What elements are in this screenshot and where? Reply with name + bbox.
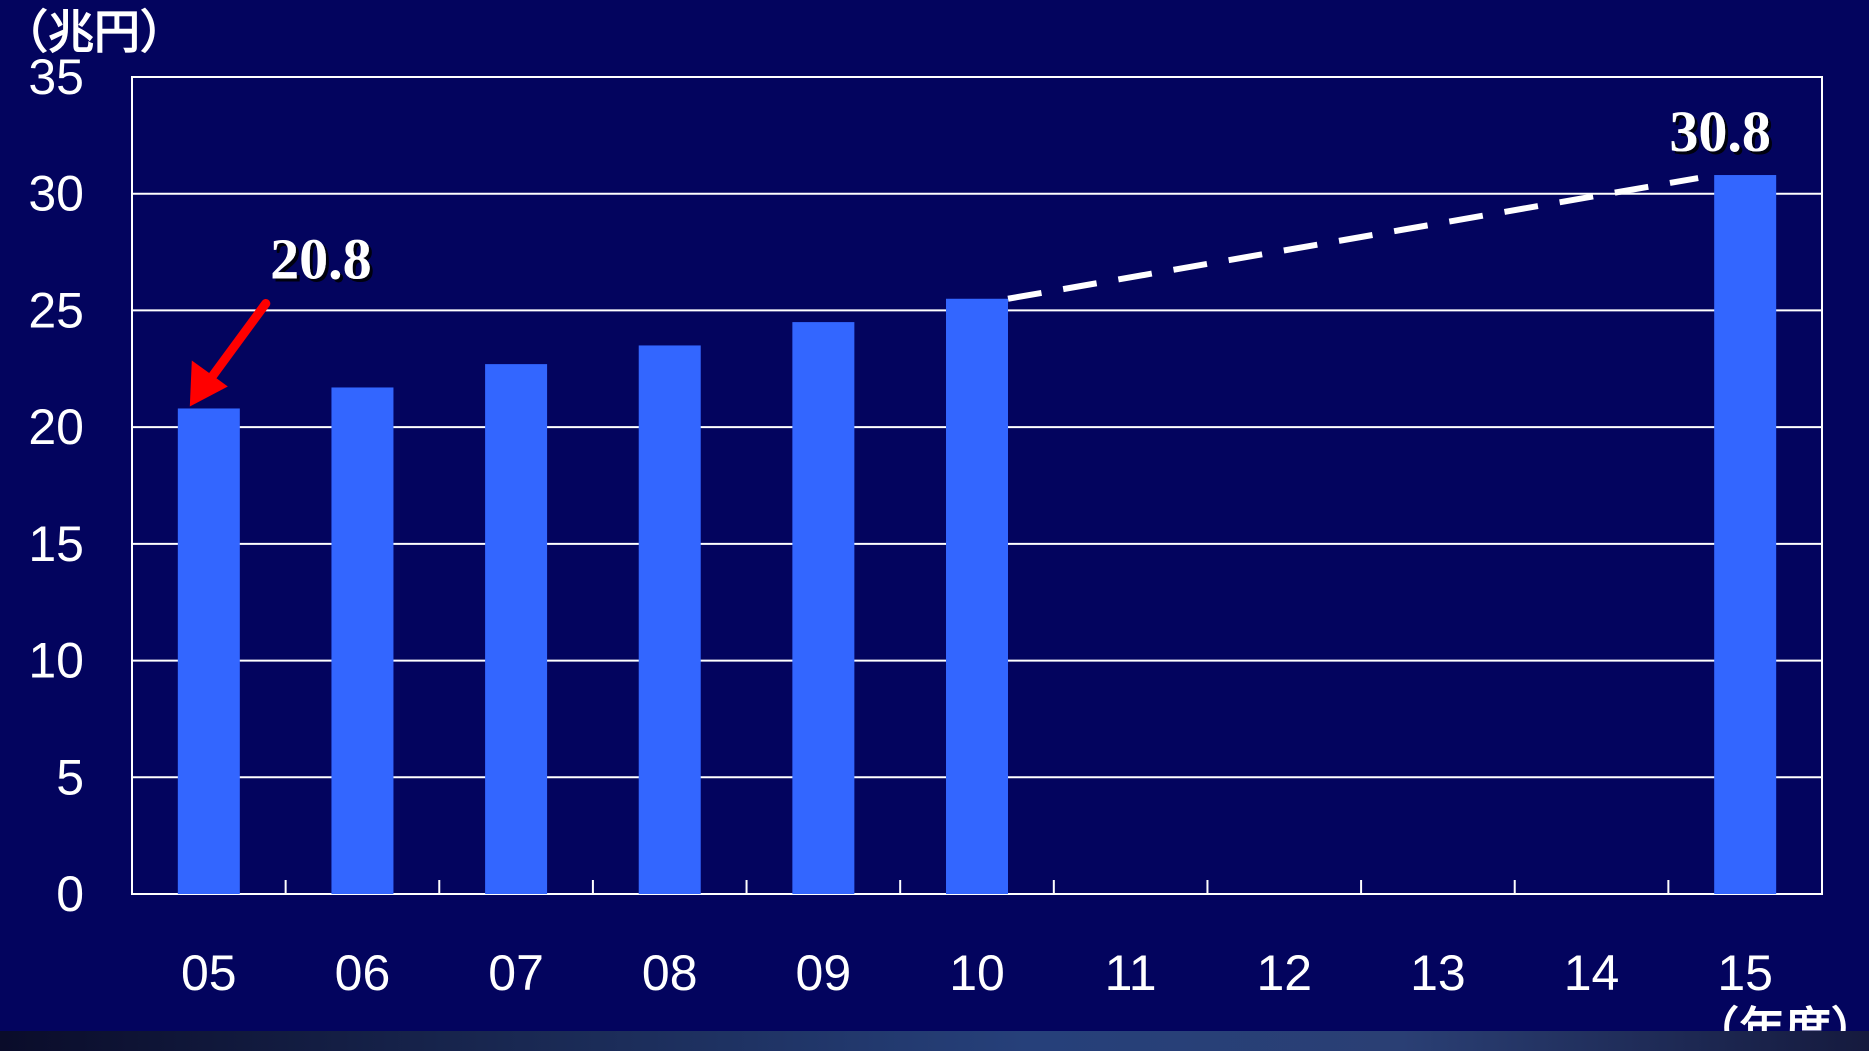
bar-07 — [485, 364, 548, 894]
bar-05 — [177, 408, 240, 894]
y-tick-label: 25 — [28, 282, 84, 338]
x-tick-label: 13 — [1410, 945, 1466, 1001]
x-tick-label: 05 — [181, 945, 237, 1001]
x-tick-label: 06 — [335, 945, 391, 1001]
callout-arrow-shaft — [203, 298, 271, 387]
bar-06 — [331, 387, 394, 894]
callout-arrow-head — [189, 360, 228, 407]
y-tick-label: 20 — [28, 399, 84, 455]
bar-08 — [638, 345, 701, 894]
x-tick-label: 15 — [1717, 945, 1773, 1001]
x-tick-label: 14 — [1564, 945, 1620, 1001]
annotations: 20.8 30.8 — [189, 99, 1771, 407]
y-tick-label: 0 — [56, 866, 84, 922]
x-tick-label: 11 — [1105, 945, 1157, 1001]
data-label-15: 30.8 — [1669, 99, 1771, 164]
y-axis-tick-labels: 0 5 10 15 20 25 30 35 — [28, 49, 84, 922]
y-tick-label: 30 — [28, 166, 84, 222]
x-tick-label: 08 — [642, 945, 698, 1001]
y-axis-unit-label: （兆円） — [2, 5, 186, 59]
x-tick-label: 10 — [949, 945, 1005, 1001]
trend-line — [1007, 175, 1699, 302]
y-tick-label: 15 — [28, 516, 84, 572]
x-axis-ticks: 05 06 07 08 09 10 11 12 13 14 15 — [181, 880, 1773, 1001]
bars — [177, 175, 1777, 895]
x-tick-label: 09 — [796, 945, 852, 1001]
y-tick-label: 5 — [56, 749, 84, 805]
data-label-05: 20.8 — [270, 226, 372, 291]
x-tick-label: 12 — [1256, 945, 1312, 1001]
slide-bottom-strip — [0, 1031, 1869, 1051]
dashed-trend-line — [1007, 175, 1699, 302]
bar-09 — [792, 322, 855, 895]
bar-10 — [946, 298, 1008, 894]
bar-15 — [1714, 175, 1777, 895]
y-tick-label: 35 — [28, 49, 84, 105]
x-tick-label: 07 — [488, 945, 544, 1001]
y-tick-label: 10 — [28, 633, 84, 689]
